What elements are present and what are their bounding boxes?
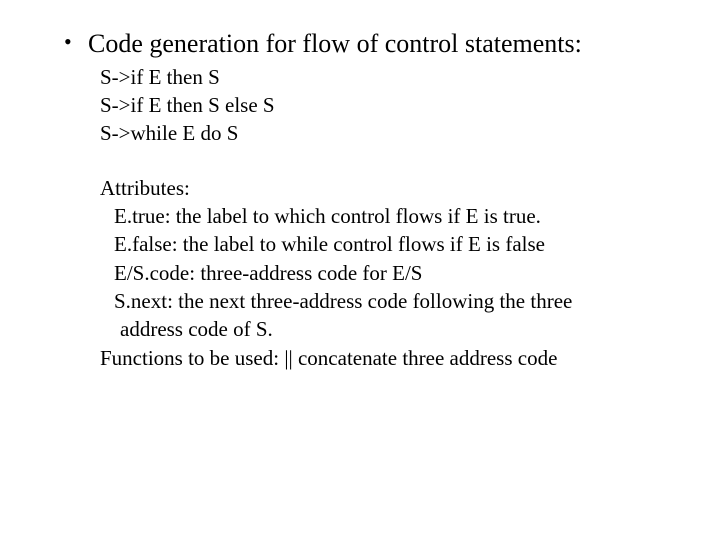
grammar-line-2: S->if E then S else S — [100, 91, 680, 119]
attr-etrue: E.true: the label to which control flows… — [114, 202, 680, 230]
main-bullet: • Code generation for flow of control st… — [64, 28, 680, 61]
slide: • Code generation for flow of control st… — [0, 0, 720, 540]
grammar-line-3: S->while E do S — [100, 119, 680, 147]
attributes-block: Attributes: E.true: the label to which c… — [100, 174, 680, 372]
attr-code: E/S.code: three-address code for E/S — [114, 259, 680, 287]
attr-snext-line2: address code of S. — [120, 315, 680, 343]
attr-efalse: E.false: the label to while control flow… — [114, 230, 680, 258]
grammar-block: S->if E then S S->if E then S else S S->… — [100, 63, 680, 148]
grammar-line-1: S->if E then S — [100, 63, 680, 91]
functions-line: Functions to be used: || concatenate thr… — [100, 344, 680, 372]
spacer — [40, 148, 680, 172]
bullet-heading: Code generation for flow of control stat… — [88, 28, 680, 61]
attr-snext-line1: S.next: the next three-address code foll… — [114, 287, 680, 315]
bullet-dot-icon: • — [64, 28, 88, 56]
attributes-heading: Attributes: — [100, 174, 680, 202]
